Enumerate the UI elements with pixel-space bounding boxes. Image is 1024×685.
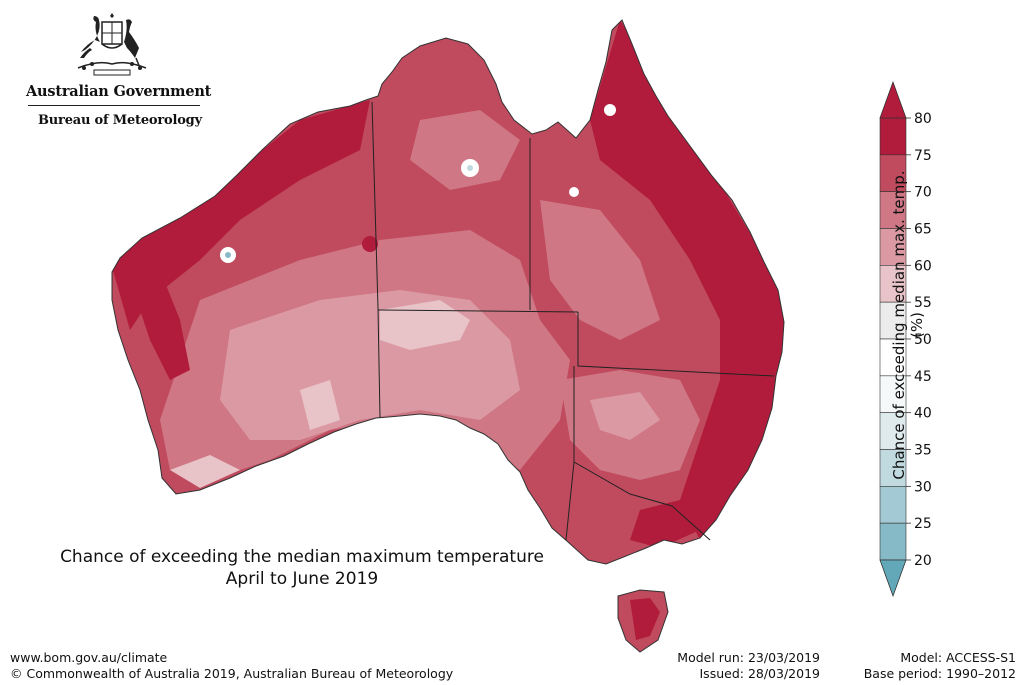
colorbar-max-arrow: [879, 80, 907, 119]
australia-temperature-map: [111, 19, 785, 653]
map-title: Chance of exceeding the median maximum t…: [0, 546, 604, 590]
map-title-line1: Chance of exceeding the median maximum t…: [60, 547, 544, 567]
footer-model: Model: ACCESS-S1: [900, 650, 1016, 665]
colorbar-tick-label: 65: [914, 222, 932, 238]
colorbar-tick-label: 20: [914, 553, 932, 569]
colorbar-band: [879, 301, 907, 340]
footer-right: Model: ACCESS-S1 Base period: 1990–2012: [820, 650, 1016, 682]
colorbar-band: [879, 486, 907, 524]
colorbar-tick-label: 25: [914, 516, 932, 532]
colorbar-band: [879, 117, 907, 156]
colorbar-tick-label: 40: [914, 406, 932, 422]
colorbar-tick-label: 45: [914, 369, 932, 385]
colorbar-band: [879, 265, 907, 303]
colorbar-band: [879, 449, 907, 487]
footer-base-period: Base period: 1990–2012: [863, 666, 1016, 681]
footer-url: www.bom.gov.au/climate: [10, 650, 168, 665]
colorbar-band: [879, 338, 907, 377]
header-divider: [28, 105, 200, 106]
colorbar-tick-label: 60: [914, 258, 932, 274]
map-title-line2: April to June 2019: [225, 569, 379, 589]
footer-copyright: © Commonwealth of Australia 2019, Austra…: [10, 666, 454, 681]
footer-left: www.bom.gov.au/climate © Commonwealth of…: [10, 650, 453, 682]
colorbar-band: [879, 412, 907, 450]
colorbar-tick-label: 70: [914, 185, 932, 201]
colorbar-tick-label: 50: [914, 332, 932, 348]
colorbar-band: [879, 191, 907, 229]
footer-issued: Issued: 28/03/2019: [699, 666, 821, 681]
colorbar-tick-label: 30: [914, 479, 932, 495]
footer-model-run: Model run: 23/03/2019: [677, 650, 820, 665]
colorbar-band: [879, 375, 907, 413]
footer-middle: Model run: 23/03/2019 Issued: 28/03/2019: [640, 650, 820, 682]
colorbar-label: Chance of exceeding median max. temp. (%…: [890, 170, 926, 480]
colorbar-band: [879, 522, 907, 561]
bureau-title: Bureau of Meteorology: [38, 113, 202, 128]
colorbar: 20 25 30 35 40 45 50 55 60 65 70 75 80: [879, 80, 932, 598]
colorbar-tick-label: 55: [914, 295, 932, 311]
colorbar-band: [879, 228, 907, 266]
colorbar-tick-label: 75: [914, 148, 932, 164]
government-title: Australian Government: [26, 83, 212, 100]
colorbar-band: [879, 154, 907, 192]
coat-of-arms-icon: [77, 13, 147, 76]
colorbar-tick-label: 80: [914, 111, 932, 127]
colorbar-min-arrow: [879, 559, 907, 598]
colorbar-tick-label: 35: [914, 443, 932, 459]
